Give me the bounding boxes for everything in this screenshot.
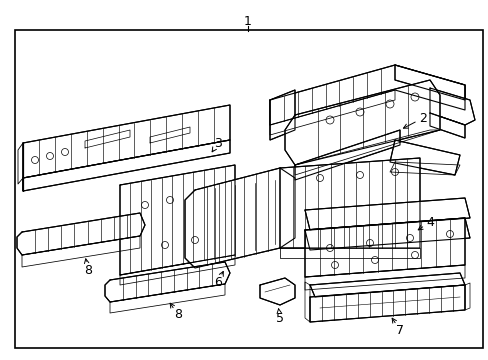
Text: 4: 4 <box>425 216 433 229</box>
Polygon shape <box>305 218 464 277</box>
Polygon shape <box>120 165 235 275</box>
Polygon shape <box>429 113 464 138</box>
Polygon shape <box>269 65 464 125</box>
Text: 8: 8 <box>84 264 92 276</box>
Polygon shape <box>23 140 229 191</box>
Polygon shape <box>280 158 419 248</box>
Polygon shape <box>17 213 145 255</box>
Text: 5: 5 <box>275 311 284 324</box>
Polygon shape <box>184 168 294 268</box>
Polygon shape <box>309 273 464 297</box>
Polygon shape <box>389 140 459 175</box>
Polygon shape <box>294 130 399 180</box>
Polygon shape <box>260 278 294 305</box>
Polygon shape <box>309 285 464 322</box>
Polygon shape <box>105 262 229 302</box>
Polygon shape <box>394 65 464 100</box>
Polygon shape <box>429 88 474 125</box>
Polygon shape <box>269 90 294 140</box>
Polygon shape <box>23 105 229 178</box>
Bar <box>15 30 482 348</box>
Polygon shape <box>305 218 469 250</box>
Text: 3: 3 <box>214 136 222 149</box>
Text: 7: 7 <box>395 324 403 337</box>
Text: 6: 6 <box>214 275 222 288</box>
Polygon shape <box>305 198 469 230</box>
Text: 8: 8 <box>174 309 182 321</box>
Text: 2: 2 <box>418 112 426 125</box>
Text: 1: 1 <box>244 14 251 27</box>
Polygon shape <box>285 80 439 165</box>
